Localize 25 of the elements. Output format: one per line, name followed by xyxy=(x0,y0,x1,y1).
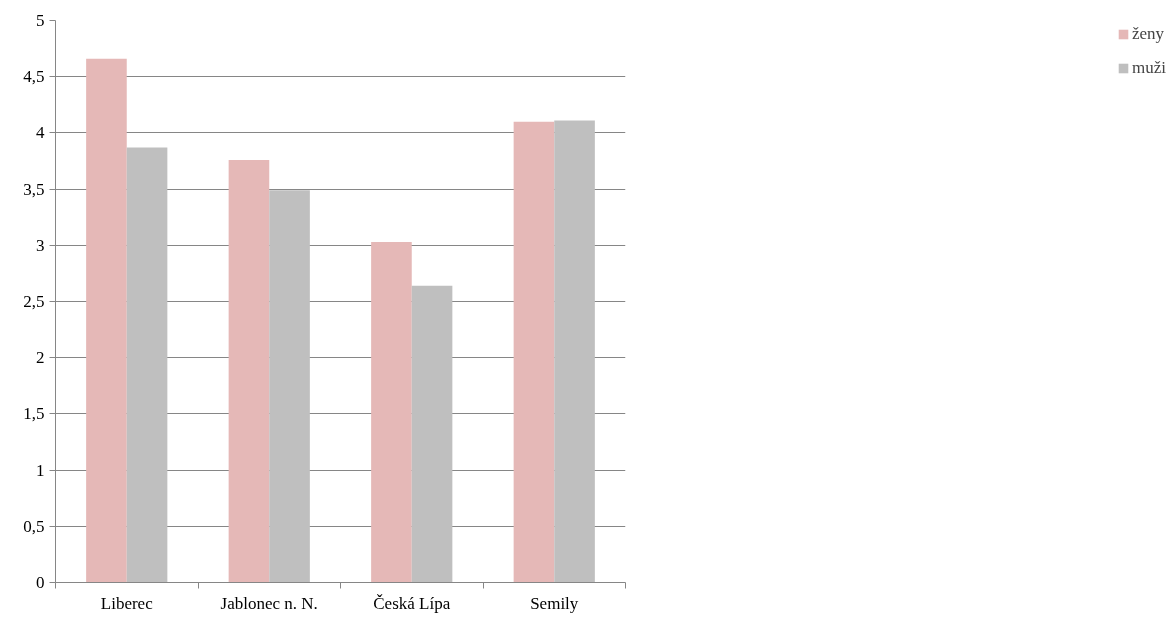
y-tick-label: 3,5 xyxy=(23,179,45,199)
x-tick-label: Liberec xyxy=(100,593,154,613)
y-tick-label: 1 xyxy=(36,460,45,480)
y-tick-label: 0,5 xyxy=(23,516,45,536)
y-tick-label: 2,5 xyxy=(23,292,45,311)
bar xyxy=(228,159,270,583)
bar xyxy=(554,120,595,583)
y-tick-label: 1,5 xyxy=(23,404,45,424)
x-tick-label: Česká Lípa xyxy=(373,593,451,613)
bar xyxy=(411,285,453,583)
bar xyxy=(86,58,127,583)
bar xyxy=(371,241,412,583)
bar xyxy=(126,147,168,583)
y-tick-label: 3 xyxy=(36,235,45,255)
y-tick-label: 4 xyxy=(36,123,45,143)
x-tick-label: Jablonec n. N. xyxy=(220,593,318,613)
legend-label: ženy xyxy=(1132,24,1165,44)
y-tick-label: 5 xyxy=(36,11,45,30)
bar xyxy=(269,190,310,583)
y-tick-label: 4,5 xyxy=(23,67,45,87)
y-tick-label: 2 xyxy=(36,348,45,368)
legend-label: muži xyxy=(1132,58,1166,78)
x-tick-label: Semily xyxy=(530,593,579,613)
bar xyxy=(513,121,555,583)
y-tick-label: 0 xyxy=(36,573,45,592)
